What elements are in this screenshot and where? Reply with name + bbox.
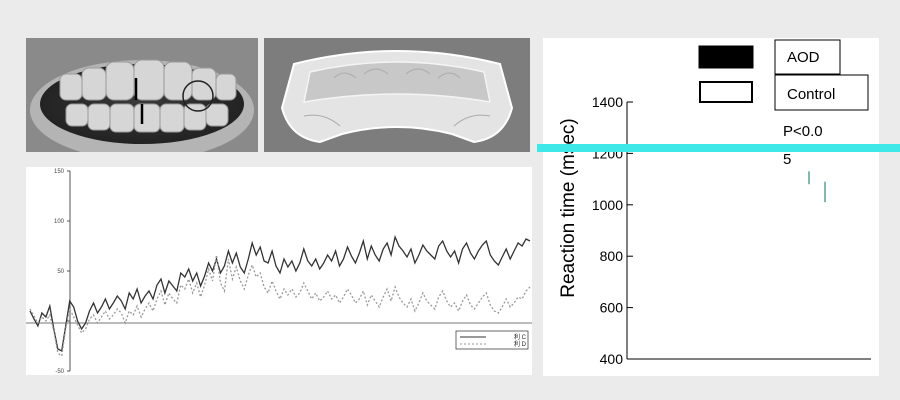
- legend-swatch-aod: [698, 45, 754, 69]
- reaction-time-chart: AOD Control Reaction time (msec) 400 600 8…: [543, 38, 879, 376]
- y-tick-label: 50: [57, 269, 64, 275]
- y-tick-label: 1400: [592, 94, 623, 110]
- y-tick-label: 100: [54, 219, 65, 225]
- legend-swatch-control: [699, 81, 753, 103]
- legend-label-solid: 利 C: [514, 333, 527, 341]
- legend-label-aod: AOD: [787, 49, 820, 66]
- y-tick-label: -50: [55, 369, 64, 375]
- p-value-annotation-line2: 5: [783, 151, 791, 168]
- y-axis-label: Reaction time (msec): [558, 118, 579, 298]
- y-tick-label: 150: [54, 169, 65, 175]
- y-tick-label: 600: [600, 300, 624, 316]
- y-tick-label: 800: [600, 248, 624, 264]
- y-tick-label: 400: [600, 351, 624, 367]
- highlight-line: [537, 144, 900, 152]
- waveform-legend: 利 C 利 D: [455, 330, 529, 350]
- teeth-photo: [26, 38, 258, 152]
- legend-label-control: Control: [787, 86, 835, 103]
- bar-legend: AOD Control: [698, 39, 869, 111]
- p-value-annotation-line1: P<0.0: [783, 123, 823, 140]
- y-tick-label: 1000: [592, 197, 623, 213]
- waveform-chart: -50 50 100 150 利 C 利 D: [26, 167, 532, 375]
- splint-photo: [264, 38, 530, 152]
- legend-label-dotted: 利 D: [514, 340, 527, 348]
- series-solid-line: [29, 234, 531, 352]
- series-dotted-line: [29, 254, 531, 358]
